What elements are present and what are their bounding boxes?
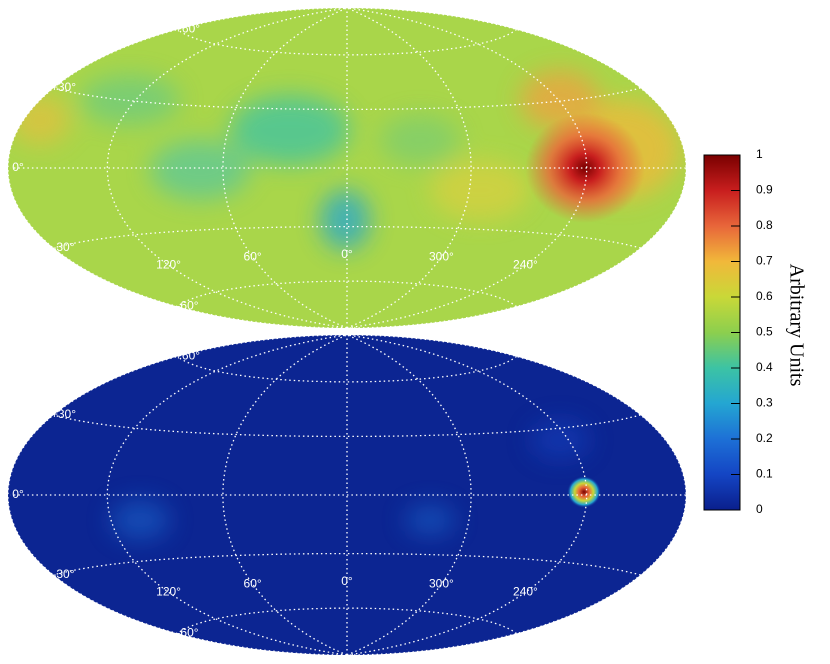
lat-label: -60° bbox=[176, 299, 198, 313]
map-outline bbox=[7, 7, 687, 329]
lon-label: 300° bbox=[429, 576, 454, 590]
lat-label: +60° bbox=[175, 22, 200, 36]
colorbar-tick-label: 0.9 bbox=[756, 183, 773, 197]
lon-label: 240° bbox=[513, 584, 538, 598]
lon-label: 240° bbox=[513, 257, 538, 271]
parallel-line bbox=[177, 355, 517, 383]
lon-label: 120° bbox=[156, 584, 181, 598]
colorbar-tick-label: 0.8 bbox=[756, 218, 773, 232]
lat-label: +30° bbox=[51, 80, 76, 94]
parallel-line bbox=[55, 225, 641, 249]
lon-label: 120° bbox=[156, 257, 181, 271]
lon-label: 60° bbox=[244, 576, 262, 590]
lon-label: 0° bbox=[341, 574, 353, 588]
colorbar-tick-label: 0.4 bbox=[756, 360, 773, 374]
map-background bbox=[8, 8, 686, 328]
parallel-line bbox=[177, 28, 517, 56]
colorbar-tick-label: 1 bbox=[756, 147, 763, 161]
lon-label: 0° bbox=[341, 247, 353, 261]
colorbar-tick-label: 0 bbox=[756, 502, 763, 516]
colorbar-tick-label: 0.7 bbox=[756, 254, 773, 268]
parallel-line bbox=[177, 607, 517, 635]
map-background bbox=[8, 335, 686, 655]
lat-label: 0° bbox=[12, 487, 24, 501]
parallel-line bbox=[55, 552, 641, 576]
lat-label: -60° bbox=[176, 626, 198, 640]
parallel-line bbox=[177, 280, 517, 308]
map-outline bbox=[7, 334, 687, 656]
colorbar-tick-label: 0.5 bbox=[756, 325, 773, 339]
colorbar-label: Arbitrary Units bbox=[785, 264, 807, 387]
lon-label: 60° bbox=[244, 249, 262, 263]
lat-label: 0° bbox=[12, 160, 24, 174]
lat-label: +60° bbox=[175, 349, 200, 363]
lon-label: 300° bbox=[429, 249, 454, 263]
lat-label: -30° bbox=[52, 567, 74, 581]
colorbar-tick-label: 0.3 bbox=[756, 396, 773, 410]
lat-label: +30° bbox=[51, 407, 76, 421]
lat-label: -30° bbox=[52, 240, 74, 254]
colorbar-tick-label: 0.6 bbox=[756, 289, 773, 303]
colorbar-tick-label: 0.1 bbox=[756, 467, 773, 481]
colorbar-tick-label: 0.2 bbox=[756, 431, 773, 445]
